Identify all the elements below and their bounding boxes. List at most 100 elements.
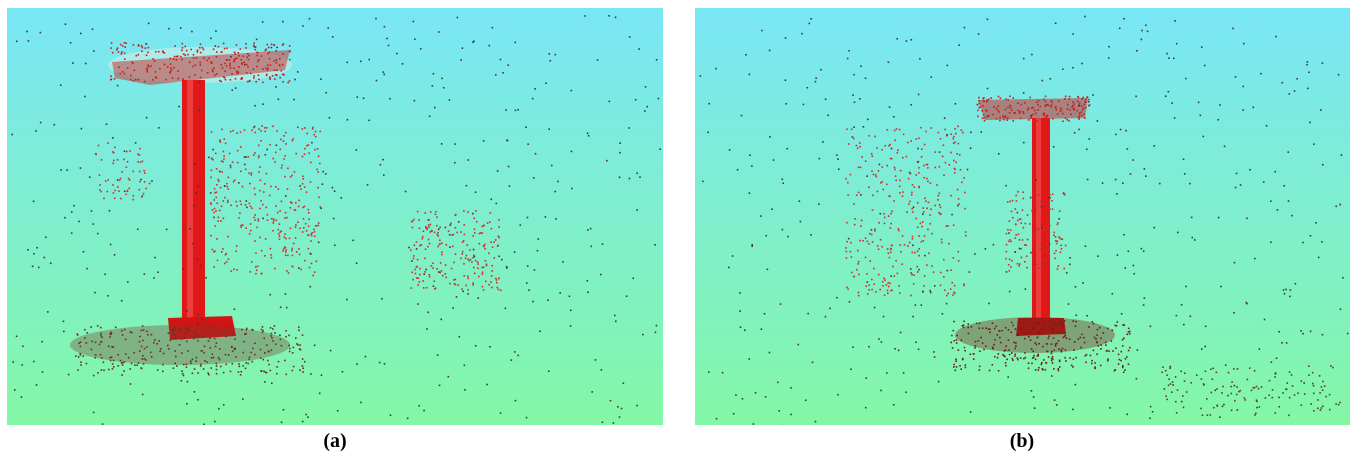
point bbox=[414, 269, 416, 271]
point bbox=[285, 132, 287, 134]
point bbox=[1147, 31, 1149, 33]
point bbox=[1172, 381, 1174, 383]
point bbox=[1339, 402, 1341, 404]
point bbox=[846, 251, 848, 253]
point bbox=[943, 145, 945, 147]
point bbox=[975, 341, 977, 343]
point bbox=[905, 391, 907, 393]
point bbox=[1010, 331, 1012, 333]
point bbox=[1294, 394, 1296, 396]
point bbox=[982, 342, 984, 344]
point bbox=[1027, 109, 1029, 111]
point bbox=[610, 400, 612, 402]
point bbox=[1045, 96, 1047, 98]
point bbox=[224, 70, 226, 72]
point bbox=[316, 260, 318, 262]
point bbox=[1079, 102, 1081, 104]
point bbox=[1070, 114, 1072, 116]
point bbox=[234, 338, 236, 340]
point bbox=[1041, 265, 1043, 267]
point bbox=[436, 225, 438, 227]
point bbox=[433, 281, 435, 283]
point bbox=[967, 169, 969, 171]
point bbox=[555, 218, 557, 220]
point bbox=[745, 54, 747, 56]
point bbox=[962, 325, 964, 327]
point bbox=[288, 345, 290, 347]
point bbox=[101, 159, 103, 161]
point bbox=[1177, 232, 1179, 234]
point bbox=[985, 345, 987, 347]
point bbox=[1141, 30, 1143, 32]
point bbox=[944, 129, 946, 131]
point bbox=[1049, 320, 1051, 322]
point bbox=[1095, 338, 1097, 340]
point bbox=[781, 178, 783, 180]
point bbox=[1128, 328, 1130, 330]
column bbox=[182, 80, 205, 320]
point bbox=[273, 218, 275, 220]
point bbox=[474, 273, 476, 275]
point bbox=[241, 59, 243, 61]
point bbox=[141, 45, 143, 47]
point bbox=[472, 41, 474, 43]
point bbox=[1216, 388, 1218, 390]
point bbox=[308, 152, 310, 154]
point bbox=[214, 74, 216, 76]
point bbox=[170, 340, 172, 342]
point bbox=[899, 192, 901, 194]
point bbox=[132, 199, 134, 201]
point bbox=[265, 371, 267, 373]
point bbox=[231, 89, 233, 91]
point bbox=[438, 31, 440, 33]
point bbox=[1015, 345, 1017, 347]
point bbox=[292, 370, 294, 372]
point bbox=[1000, 97, 1002, 99]
point bbox=[139, 148, 141, 150]
point bbox=[1009, 96, 1011, 98]
point bbox=[1141, 39, 1143, 41]
point bbox=[107, 142, 109, 144]
point bbox=[636, 405, 638, 407]
point bbox=[94, 292, 96, 294]
point bbox=[1307, 88, 1309, 90]
point bbox=[1028, 367, 1030, 369]
point bbox=[915, 138, 917, 140]
point bbox=[1076, 110, 1078, 112]
point bbox=[211, 357, 213, 359]
point bbox=[495, 203, 497, 205]
point bbox=[200, 43, 202, 45]
point bbox=[1100, 344, 1102, 346]
point bbox=[321, 374, 323, 376]
point bbox=[144, 358, 146, 360]
point bbox=[1041, 118, 1043, 120]
point bbox=[412, 279, 414, 281]
point bbox=[439, 243, 441, 245]
point bbox=[749, 154, 751, 156]
point bbox=[467, 276, 469, 278]
point bbox=[274, 78, 276, 80]
point bbox=[1244, 399, 1246, 401]
point bbox=[1194, 239, 1196, 241]
point bbox=[982, 98, 984, 100]
point bbox=[142, 195, 144, 197]
point bbox=[928, 202, 930, 204]
point bbox=[291, 248, 293, 250]
point bbox=[437, 246, 439, 248]
point bbox=[1083, 337, 1085, 339]
point bbox=[213, 217, 215, 219]
point bbox=[854, 224, 856, 226]
point bbox=[500, 412, 502, 414]
point bbox=[1009, 105, 1011, 107]
point bbox=[223, 155, 225, 157]
point bbox=[1005, 258, 1007, 260]
point bbox=[878, 338, 880, 340]
point bbox=[1082, 109, 1084, 111]
point bbox=[751, 245, 753, 247]
point bbox=[216, 365, 218, 367]
figure: (a) (b) bbox=[0, 0, 1354, 459]
point bbox=[956, 342, 958, 344]
point bbox=[439, 227, 441, 229]
point bbox=[1009, 258, 1011, 260]
point bbox=[259, 166, 261, 168]
